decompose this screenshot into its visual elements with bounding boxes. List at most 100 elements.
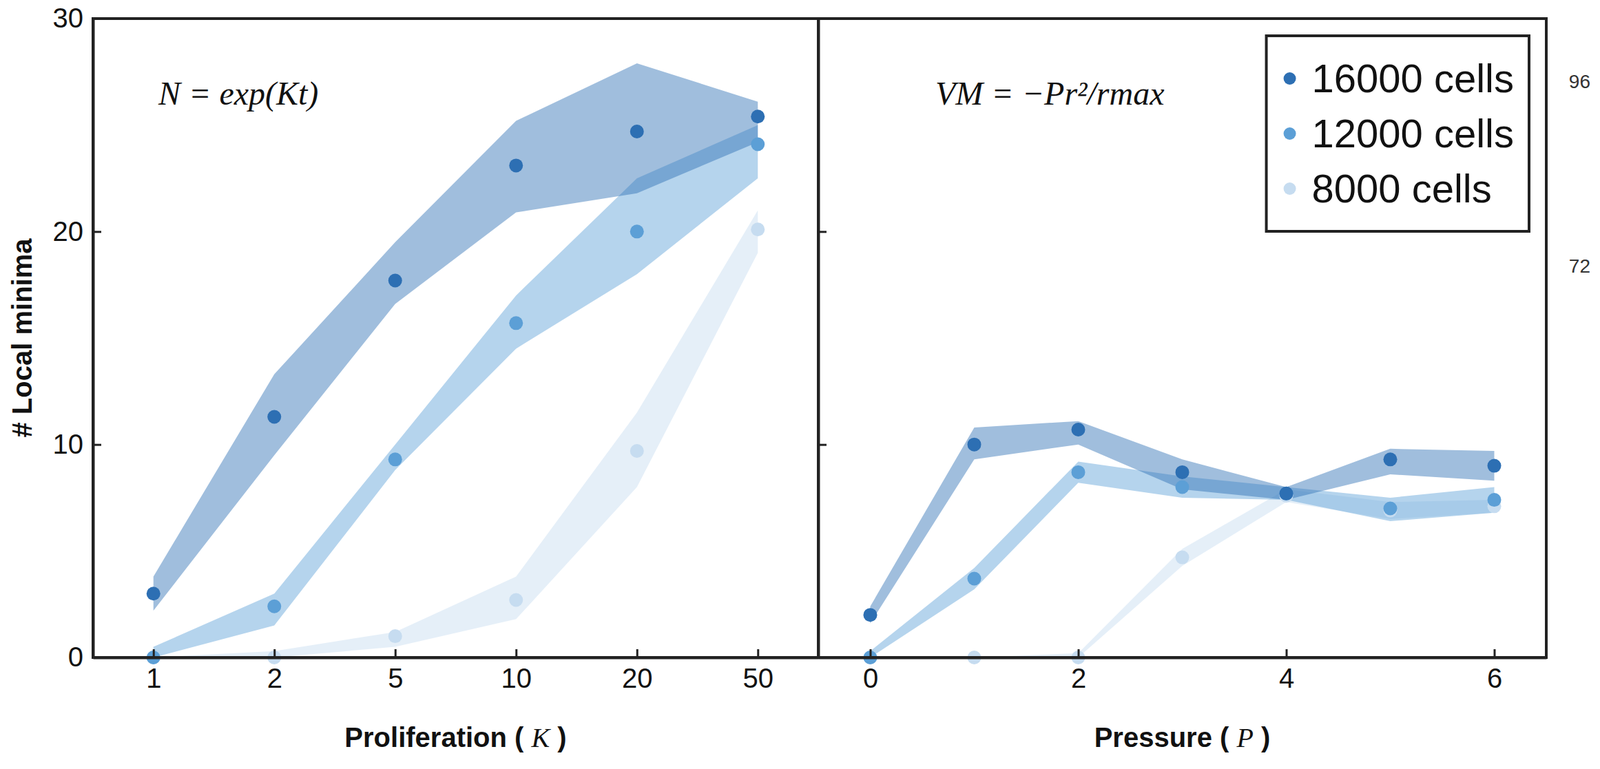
point: [267, 599, 282, 614]
tick: 20: [621, 649, 653, 694]
range-band: [870, 461, 1495, 658]
tick: 5: [387, 649, 403, 694]
point: [508, 158, 523, 173]
point: [630, 224, 644, 239]
point: [1279, 486, 1294, 501]
point: [1279, 486, 1294, 501]
point: [388, 273, 403, 288]
legend-entry: 8000 cells: [1283, 165, 1492, 211]
tick-label: 0: [68, 641, 84, 673]
y-axis: 0 10 20 30: [53, 2, 102, 673]
tick-mark: [818, 444, 827, 447]
range-band: [153, 63, 759, 611]
tick-mark: [818, 17, 827, 20]
point: [1487, 459, 1502, 474]
tick: 20: [53, 216, 102, 247]
formula: N = exp(Kt): [157, 75, 319, 113]
tick-label: 4: [1279, 663, 1295, 694]
tick-label: 2: [267, 663, 283, 694]
tick: 2: [1071, 649, 1087, 694]
tick-mark: [1493, 649, 1496, 658]
point: [1487, 493, 1502, 507]
point: [750, 109, 765, 124]
tick-mark: [756, 649, 760, 658]
tick-mark: [152, 649, 155, 658]
legend-marker: [1283, 182, 1297, 195]
tick-label: 50: [743, 663, 775, 694]
point: [267, 409, 282, 424]
tick-mark: [515, 649, 518, 658]
panel: 0 10 20 30 1 2 5 10 20 50 Proliferation ( K ) # Loc…: [6, 2, 819, 754]
tick: 0: [863, 649, 879, 694]
tick-label: 5: [387, 663, 403, 694]
y-axis-title: # Local minima: [6, 238, 38, 439]
axis-line: [817, 19, 821, 659]
point: [388, 452, 403, 467]
legend-label: 16000 cells: [1312, 55, 1514, 101]
tick-mark: [636, 649, 639, 658]
tick: [818, 444, 827, 446]
point: [750, 137, 765, 152]
point: [1071, 465, 1086, 480]
tick-label: 0: [863, 663, 879, 694]
tick-mark: [92, 17, 102, 20]
point: [1383, 501, 1398, 516]
point: [967, 572, 982, 587]
tick-mark: [273, 649, 276, 658]
point: [1383, 452, 1398, 467]
x-axis-title: Pressure ( P ): [1094, 722, 1271, 754]
edge-text: 72: [1569, 255, 1591, 277]
tick-label: 30: [53, 2, 85, 34]
formula: VM = −Pr²/rmax: [935, 75, 1165, 112]
x-axis: 0 2 4 6: [818, 649, 1547, 694]
tick: 10: [53, 429, 102, 460]
plot-area: [146, 63, 766, 665]
point: [750, 222, 765, 237]
tick: 50: [743, 649, 775, 694]
point: [1175, 551, 1190, 565]
tick: [818, 231, 827, 233]
tick: 10: [501, 649, 533, 694]
edge-text: 96: [1569, 70, 1591, 93]
tick-label: 10: [53, 429, 85, 460]
x-axis-title: Proliferation ( K ): [344, 722, 567, 754]
tick: 6: [1487, 649, 1503, 694]
tick: 2: [267, 649, 283, 694]
axis-line: [93, 657, 819, 660]
range-band: [870, 421, 1495, 625]
point: [388, 629, 403, 644]
tick-mark: [1077, 649, 1080, 658]
figure: 0102030125102050Proliferation ( K )# Loc…: [0, 0, 1600, 769]
tick-label: 20: [621, 663, 653, 694]
axis-line: [92, 19, 96, 659]
tick-mark: [92, 444, 102, 447]
legend-box: [1266, 35, 1530, 232]
tick-mark: [92, 230, 102, 233]
point: [863, 608, 878, 622]
tick-label: 20: [53, 216, 85, 247]
legend-label: 12000 cells: [1312, 110, 1514, 156]
x-axis: 1 2 5 10 20 50: [93, 649, 819, 694]
tick-label: 6: [1487, 663, 1503, 694]
point: [967, 438, 982, 452]
plot-frame: [818, 18, 1547, 658]
point: [1175, 480, 1190, 495]
point: [630, 124, 644, 139]
tick-mark: [394, 649, 397, 658]
point: [630, 444, 644, 459]
legend-entry: 12000 cells: [1283, 110, 1514, 156]
tick-mark: [869, 649, 872, 658]
legend-marker: [1283, 127, 1297, 140]
legend-entry: 16000 cells: [1283, 55, 1514, 101]
point: [508, 593, 523, 607]
tick: 1: [146, 649, 162, 694]
tick-label: 10: [501, 663, 533, 694]
tick: [818, 18, 827, 20]
tick-mark: [818, 230, 827, 233]
panel: 0 2 4 6 Pressure ( P ) VM = −Pr²/rmax 16000 ce…: [818, 18, 1547, 754]
tick-label: 2: [1071, 663, 1087, 694]
legend-marker: [1283, 72, 1297, 85]
tick: 4: [1279, 649, 1295, 694]
point: [1071, 422, 1086, 437]
legend: 16000 cells 12000 cells 8000 cells: [1266, 35, 1530, 232]
